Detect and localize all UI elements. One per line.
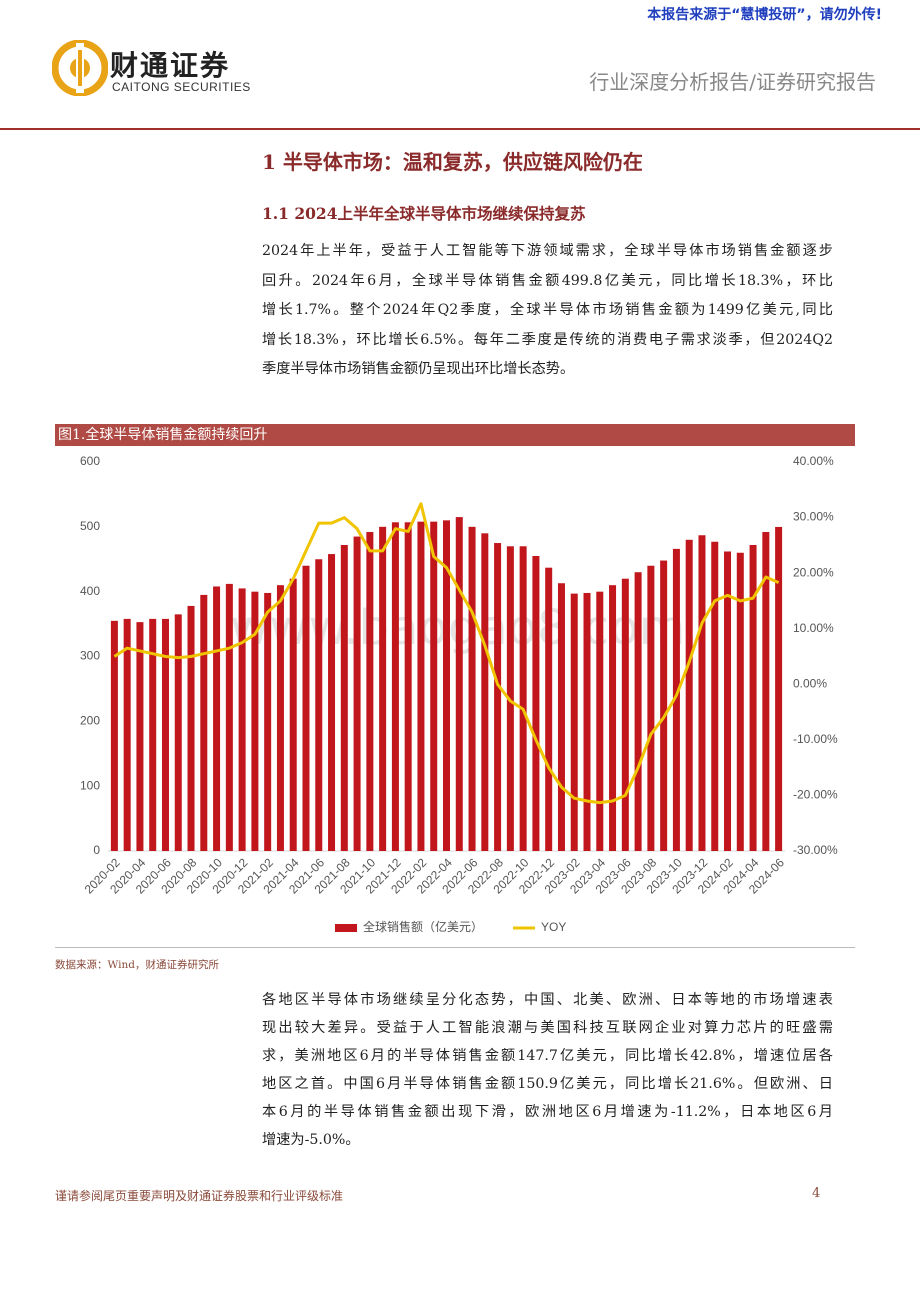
y2-tick-label: 10.00% <box>793 621 834 635</box>
bar <box>379 526 387 851</box>
y-tick-label: 200 <box>80 714 100 728</box>
bar <box>353 536 361 851</box>
y-tick-label: 500 <box>80 519 100 533</box>
bar <box>161 618 169 851</box>
bar <box>519 546 527 851</box>
y-tick-label: 600 <box>80 454 100 468</box>
bar <box>289 578 297 851</box>
legend-label: 全球销售额（亿美元） <box>363 919 483 934</box>
text-line: 本6月的半导体销售金额出现下滑，欧洲地区6月增速为-11.2%，日本地区6月 <box>262 1104 833 1120</box>
figure-rule <box>55 947 855 948</box>
bar <box>609 585 617 851</box>
text-line: 2024年上半年，受益于人工智能等下游领域需求，全球半导体市场销售金额逐步 <box>262 243 833 259</box>
y-tick-label: 100 <box>80 778 100 792</box>
bar <box>238 588 246 851</box>
bar <box>711 541 719 851</box>
text-line: 季度半导体市场销售金额仍呈现出环比增长态势。 <box>262 361 575 377</box>
y2-tick-label: 40.00% <box>793 454 834 468</box>
bar <box>557 583 565 851</box>
legend-swatch <box>335 924 357 932</box>
bar <box>455 517 463 851</box>
y2-tick-label: 20.00% <box>793 565 834 579</box>
y-tick-label: 300 <box>80 649 100 663</box>
subsection-title: 1.1 2024上半年全球半导体市场继续保持复苏 <box>262 204 586 223</box>
y-tick-label: 0 <box>93 843 100 857</box>
figure-title: 图1.全球半导体销售金额持续回升 <box>55 424 855 446</box>
bar <box>672 548 680 851</box>
y2-tick-label: -20.00% <box>793 788 838 802</box>
report-type: 行业深度分析报告/证券研究报告 <box>589 70 876 94</box>
bar <box>724 551 732 851</box>
bar <box>149 618 157 851</box>
bar <box>596 591 604 851</box>
text-line: 求，美洲地区6月的半导体销售金额147.7亿美元，同比增长42.8%，增速位居各 <box>262 1048 833 1064</box>
bar <box>213 586 221 851</box>
bar <box>698 535 706 851</box>
bar <box>762 532 770 851</box>
bar <box>494 543 502 851</box>
bar <box>481 533 489 851</box>
bar <box>430 521 438 851</box>
chart: 0 100 200 300 400 500 600 -30.00% -20.00% -10.00%… <box>80 454 838 934</box>
text-line: 增长1.7%。整个2024年Q2季度，全球半导体市场销售金额为1499亿美元,同… <box>262 302 833 318</box>
line <box>113 502 780 805</box>
bar <box>468 526 476 851</box>
y-tick-label: 400 <box>80 584 100 598</box>
bar <box>366 532 374 851</box>
bar <box>685 539 693 851</box>
section-title: 1 半导体市场：温和复苏，供应链风险仍在 <box>262 150 643 174</box>
bar <box>251 591 259 851</box>
bar <box>775 526 783 851</box>
bar <box>634 572 642 851</box>
bar <box>276 585 284 851</box>
footer: 谨请参阅尾页重要声明及财通证券股票和行业评级标准 <box>55 1189 344 1203</box>
bar <box>328 554 336 851</box>
bar <box>391 522 399 851</box>
bar <box>225 583 233 851</box>
text-line: 回升。2024年6月，全球半导体销售金额499.8亿美元，同比增长18.3%，环… <box>262 272 833 289</box>
y2-tick-label: -10.00% <box>793 732 838 746</box>
bar <box>123 618 131 851</box>
bar <box>136 622 144 851</box>
y2-tick-label: -30.00% <box>793 843 838 857</box>
bar <box>200 594 208 851</box>
text-line: 增长18.3%，环比增长6.5%。每年二季度是传统的消费电子需求淡季，但2024… <box>262 331 833 348</box>
bar <box>443 520 450 851</box>
brand: 财通证券 <box>110 49 231 82</box>
brand-en: CAITONG SECURITIES <box>112 80 251 94</box>
source: 数据来源：Wind，财通证券研究所 <box>55 959 219 971</box>
bar <box>264 592 272 851</box>
bar <box>583 592 591 851</box>
bar <box>110 620 118 851</box>
bar <box>647 565 655 851</box>
text-line: 增速为-5.0%。 <box>262 1132 360 1148</box>
bar <box>315 559 323 851</box>
bar <box>532 556 540 851</box>
bar <box>174 614 182 851</box>
bar <box>417 521 425 851</box>
bar <box>621 578 629 851</box>
bar <box>749 544 757 851</box>
bar <box>404 522 412 851</box>
legend-label: YOY <box>541 920 566 934</box>
bar <box>302 565 310 851</box>
bar <box>570 593 578 851</box>
bar <box>340 544 348 851</box>
text-line: 地区之首。中国6月半导体销售金额150.9亿美元，同比增长21.6%。但欧洲、日 <box>262 1076 833 1092</box>
notice: 本报告来源于“慧博投研”，请勿外传! <box>647 7 882 23</box>
bar <box>736 552 744 851</box>
logo <box>52 40 108 96</box>
header-rule <box>0 128 920 130</box>
text-line: 各地区半导体市场继续呈分化态势，中国、北美、欧洲、日本等地的市场增速表 <box>262 992 833 1008</box>
text-line: 现出较大差异。受益于人工智能浪潮与美国科技互联网企业对算力芯片的旺盛需 <box>262 1020 833 1036</box>
bar <box>660 560 668 851</box>
bar <box>187 605 195 851</box>
page-number: 4 <box>812 1186 821 1201</box>
y2-tick-label: 30.00% <box>793 510 834 524</box>
bar <box>545 567 553 851</box>
y2-tick-label: 0.00% <box>793 676 827 690</box>
